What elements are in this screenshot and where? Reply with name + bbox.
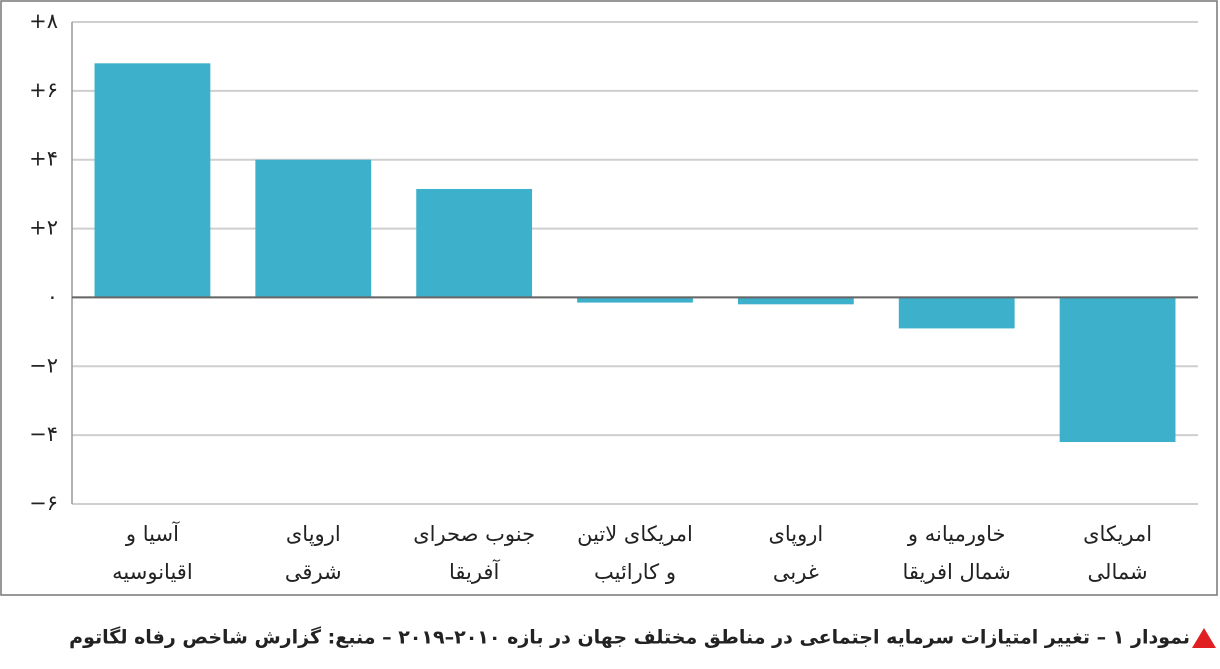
x-tick-label: جنوب صحرای	[413, 522, 535, 546]
caption: نمودار ۱ – تغییر امتیازات سرمایه اجتماعی…	[69, 626, 1190, 649]
x-tick-label: شرقی	[285, 560, 342, 584]
x-tick-label: خاورمیانه و	[907, 522, 1006, 546]
x-tick-label: امریکای	[1083, 522, 1152, 546]
bar	[898, 297, 1015, 329]
y-tick-label: −۴	[29, 422, 58, 446]
bar	[255, 159, 372, 298]
x-tick-label: و کارائیب	[594, 560, 676, 584]
y-tick-label: +۸	[29, 9, 58, 33]
x-tick-label: غربی	[773, 560, 819, 584]
y-tick-label: ۰	[47, 284, 58, 308]
y-tick-label: +۶	[29, 78, 58, 102]
y-tick-label: +۲	[29, 216, 58, 240]
bar	[577, 297, 693, 303]
x-tick-label: اروپای	[768, 522, 823, 546]
bar	[1059, 297, 1176, 443]
y-tick-label: +۴	[29, 147, 58, 171]
caption-marker	[1192, 628, 1216, 648]
x-tick-label: آفریقا	[449, 559, 500, 584]
x-tick-label: اروپای	[286, 522, 341, 546]
x-tick-label: امریکای لاتین	[577, 522, 693, 546]
bar	[416, 188, 533, 298]
bar	[737, 297, 854, 305]
chart-frame	[0, 0, 1218, 596]
y-tick-label: −۲	[29, 353, 58, 377]
y-tick-label: −۶	[29, 491, 58, 515]
x-tick-label: شمال افریقا	[903, 560, 1011, 584]
bar	[94, 63, 211, 298]
x-tick-label: اقیانوسیه	[112, 560, 193, 584]
x-tick-label: آسیا و	[125, 521, 180, 546]
x-tick-label: شمالی	[1088, 560, 1148, 584]
